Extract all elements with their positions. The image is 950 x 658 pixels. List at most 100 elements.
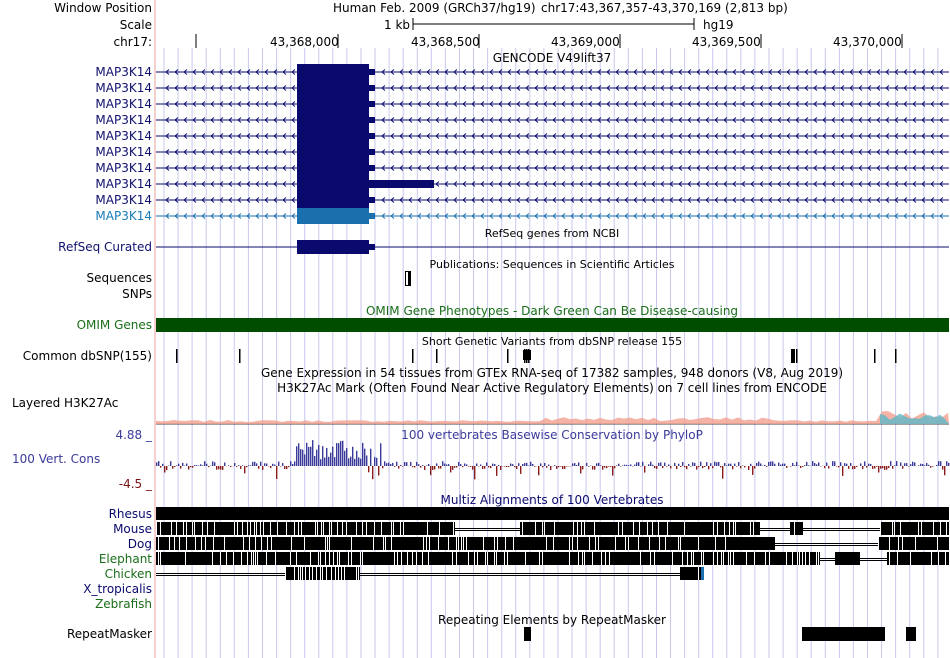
strand-arrow <box>687 149 692 155</box>
conservation-bar <box>644 466 646 473</box>
strand-arrow <box>723 101 728 107</box>
alignment-mismatch <box>366 522 367 535</box>
species-label-mouse[interactable]: Mouse <box>113 522 152 536</box>
conservation-bar <box>766 466 768 467</box>
strand-arrow <box>885 133 890 139</box>
strand-arrow <box>615 85 620 91</box>
strand-arrow <box>174 69 179 75</box>
transcript-label[interactable]: MAP3K14 <box>95 65 152 79</box>
alignment-mismatch <box>522 522 523 535</box>
conservation-bar <box>786 466 788 468</box>
refseq-track-title: RefSeq genes from NCBI <box>484 227 620 240</box>
publications-snps-label[interactable]: SNPs <box>122 287 152 301</box>
strand-arrow <box>417 101 422 107</box>
conservation-bar <box>844 463 846 466</box>
strand-arrow <box>867 117 872 123</box>
strand-arrow <box>444 85 449 91</box>
strand-arrow <box>858 117 863 123</box>
conservation-bar <box>158 461 160 466</box>
strand-arrow <box>246 69 251 75</box>
alignment-mismatch <box>300 567 301 580</box>
alignment-mismatch <box>391 537 392 550</box>
conservation-bar <box>294 461 296 466</box>
alignment-mismatch <box>185 552 186 565</box>
strand-arrow <box>633 101 638 107</box>
conservation-bar <box>792 462 794 466</box>
strand-arrow <box>669 165 674 171</box>
strand-arrow <box>381 213 386 219</box>
transcript-label[interactable]: MAP3K14 <box>95 81 152 95</box>
species-label-elephant[interactable]: Elephant <box>98 552 152 566</box>
strand-arrow <box>732 69 737 75</box>
alignment-mismatch <box>374 522 375 535</box>
ruler <box>195 34 903 48</box>
strand-arrow <box>741 85 746 91</box>
conservation-bar <box>248 465 250 466</box>
alignment-mismatch <box>601 552 602 565</box>
strand-arrow <box>633 197 638 203</box>
omim-genes-label[interactable]: OMIM Genes <box>76 318 152 332</box>
transcript-label-selected[interactable]: MAP3K14 <box>95 209 152 223</box>
transcript-label[interactable]: MAP3K14 <box>95 113 152 127</box>
strand-arrow <box>507 101 512 107</box>
layered-h3k27ac-label[interactable]: Layered H3K27Ac <box>12 396 119 410</box>
refseq-curated-label[interactable]: RefSeq Curated <box>58 240 152 254</box>
species-label-rhesus[interactable]: Rhesus <box>108 507 152 521</box>
strand-arrow <box>840 181 845 187</box>
species-label-dog[interactable]: Dog <box>127 537 152 551</box>
species-label-chicken[interactable]: Chicken <box>104 567 152 581</box>
conservation-bar <box>334 457 336 466</box>
strand-arrow <box>633 117 638 123</box>
conservation-bar <box>574 463 576 466</box>
conservation-bar <box>418 464 420 466</box>
strand-arrow <box>435 197 440 203</box>
species-label-x-tropicalis[interactable]: X_tropicalis <box>83 582 152 596</box>
transcript-label[interactable]: MAP3K14 <box>95 129 152 143</box>
conservation-bar <box>700 461 702 466</box>
strand-arrow <box>678 133 683 139</box>
transcript-label[interactable]: MAP3K14 <box>95 161 152 175</box>
transcript-label[interactable]: MAP3K14 <box>95 145 152 159</box>
conservation-bar <box>744 466 746 468</box>
species-label-zebrafish[interactable]: Zebrafish <box>95 597 152 611</box>
conservation-bar <box>162 463 164 466</box>
strand-arrow <box>741 69 746 75</box>
alignment-mismatch <box>633 522 634 535</box>
conservation-bar <box>688 464 690 466</box>
repeatmasker-label[interactable]: RepeatMasker <box>66 627 152 641</box>
alignment-mismatch <box>456 537 457 550</box>
transcript-label[interactable]: MAP3K14 <box>95 193 152 207</box>
conservation-bar <box>736 466 738 467</box>
alignment-mismatch <box>205 537 206 550</box>
conservation-bar <box>318 444 320 466</box>
alignment-mismatch <box>542 522 543 535</box>
strand-arrow <box>633 69 638 75</box>
conservation-bar <box>358 457 360 466</box>
strand-arrow <box>282 69 287 75</box>
conservation-bar <box>852 466 854 470</box>
conservation-label[interactable]: 100 Vert. Cons <box>12 452 101 466</box>
alignment-mismatch <box>496 552 497 565</box>
alignment-mismatch <box>329 522 330 535</box>
common-dbsnp-label[interactable]: Common dbSNP(155) <box>22 349 152 363</box>
strand-arrow <box>174 213 179 219</box>
strand-arrow <box>282 101 287 107</box>
strand-arrow <box>606 85 611 91</box>
strand-arrow <box>480 197 485 203</box>
strand-arrow <box>642 165 647 171</box>
strand-arrow <box>282 85 287 91</box>
strand-arrow <box>831 197 836 203</box>
alignment-mismatch <box>271 537 272 550</box>
alignment-block <box>156 507 949 520</box>
publications-sequences-label[interactable]: Sequences <box>86 271 152 285</box>
transcript-label[interactable]: MAP3K14 <box>95 177 152 191</box>
strand-arrow <box>741 101 746 107</box>
strand-arrow <box>795 85 800 91</box>
transcript-label[interactable]: MAP3K14 <box>95 97 152 111</box>
strand-arrow <box>858 133 863 139</box>
conservation-bar <box>924 465 926 466</box>
strand-arrow <box>840 165 845 171</box>
alignment-mismatch <box>169 537 170 550</box>
